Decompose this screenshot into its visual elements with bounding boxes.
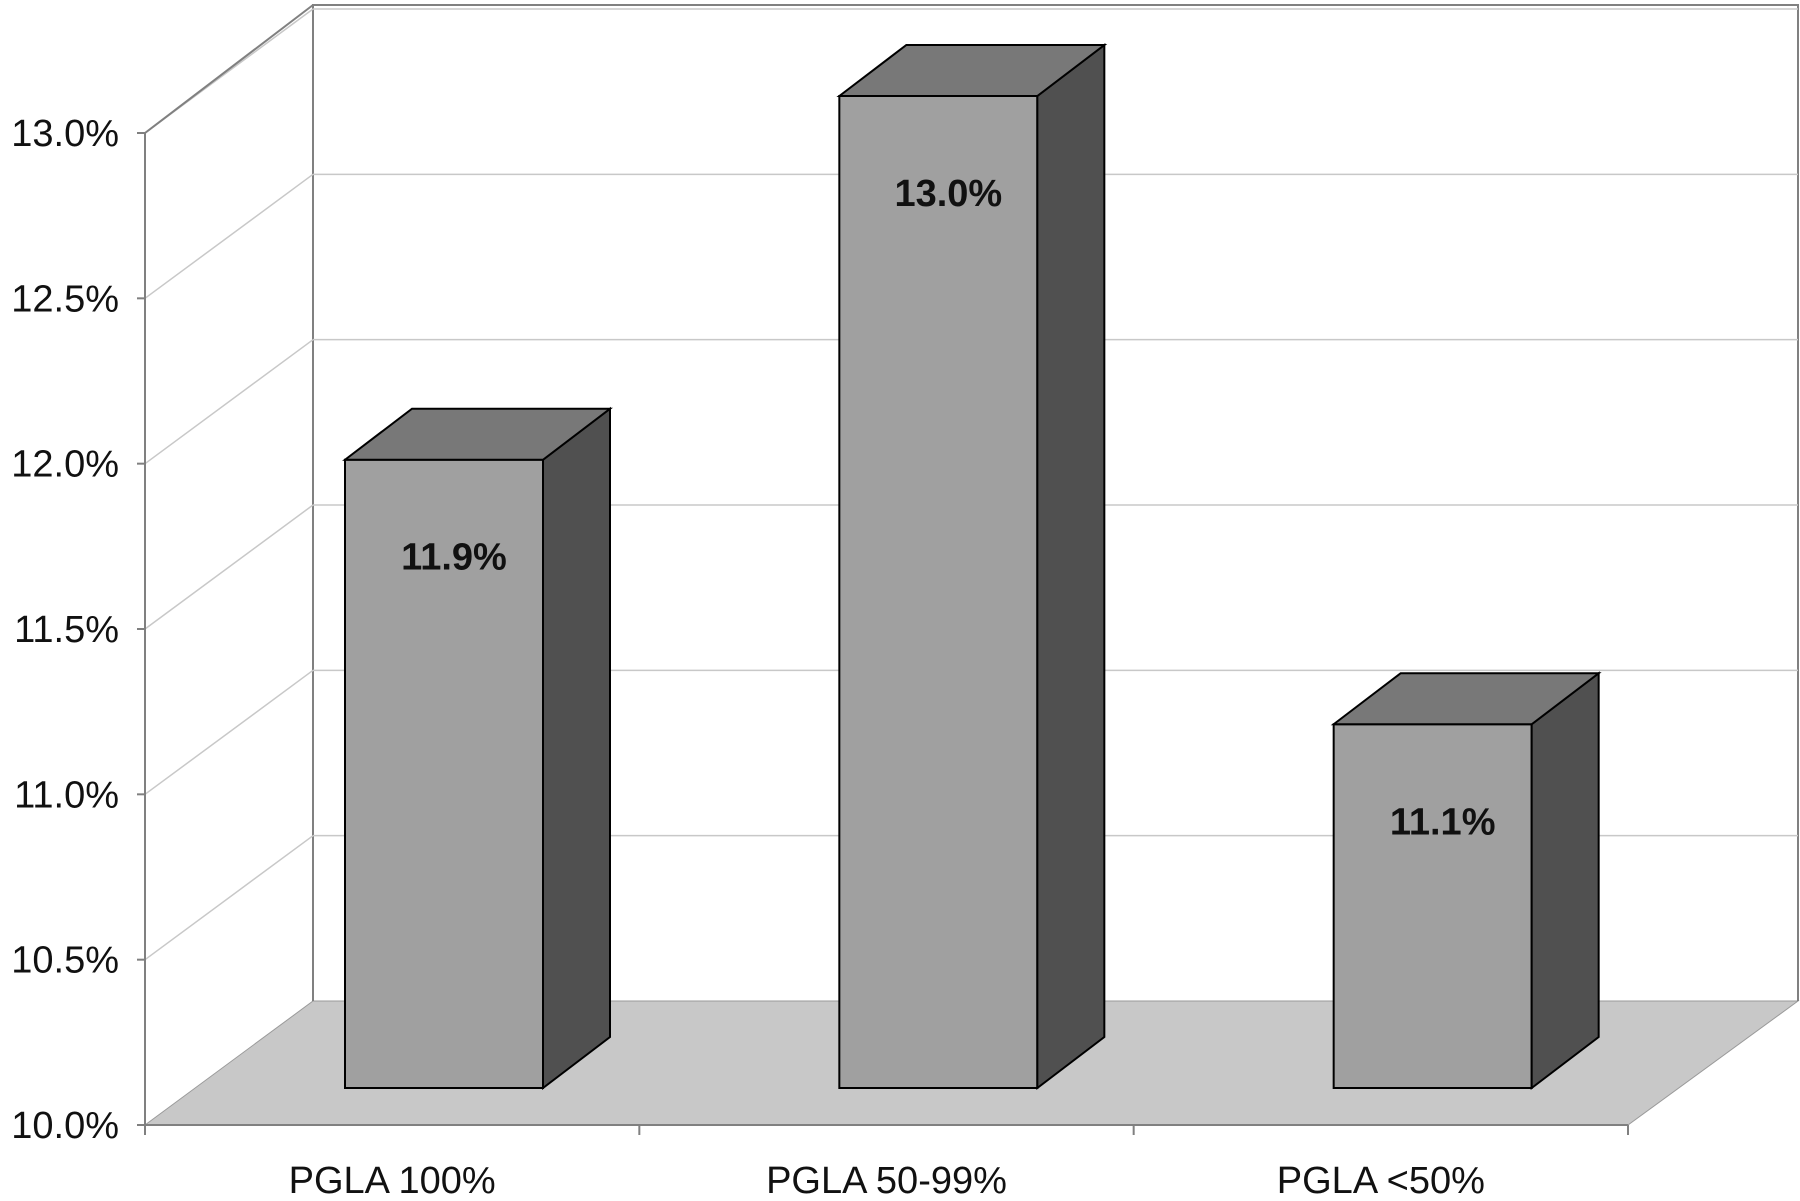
data-label: 11.1%: [1390, 801, 1496, 843]
gridline-side: [144, 669, 314, 795]
data-label: 11.9%: [401, 537, 507, 579]
gridline-side: [144, 173, 314, 299]
y-tick-label: 10.0%: [11, 1105, 119, 1147]
bar-top: [836, 44, 1108, 97]
bar-top: [1330, 672, 1602, 726]
y-tick-label: 11.0%: [14, 774, 119, 816]
x-category-label: PGLA 100%: [289, 1160, 496, 1201]
x-category-label: PGLA <50%: [1277, 1160, 1485, 1201]
gridline-side: [144, 835, 314, 961]
gridline-side: [144, 504, 314, 630]
y-tick-label: 12.5%: [11, 278, 119, 320]
gridline-side: [144, 339, 314, 465]
y-tick-label: 12.0%: [11, 444, 119, 486]
side-wall-top-edge: [144, 4, 314, 134]
back-wall: [312, 4, 1799, 1001]
bar-side: [1530, 671, 1600, 1091]
data-label: 13.0%: [894, 173, 1002, 215]
y-tick-label: 11.5%: [14, 609, 119, 651]
bar-front: [344, 458, 544, 1089]
y-tick-label: 13.0%: [11, 113, 119, 155]
y-tick-label: 10.5%: [11, 940, 119, 982]
bar-side: [542, 406, 611, 1091]
bar-side: [1036, 42, 1106, 1091]
x-category-label: PGLA 50-99%: [766, 1160, 1007, 1201]
bar-front: [1332, 723, 1533, 1089]
bar-front: [838, 95, 1039, 1089]
bar-top: [342, 407, 613, 461]
